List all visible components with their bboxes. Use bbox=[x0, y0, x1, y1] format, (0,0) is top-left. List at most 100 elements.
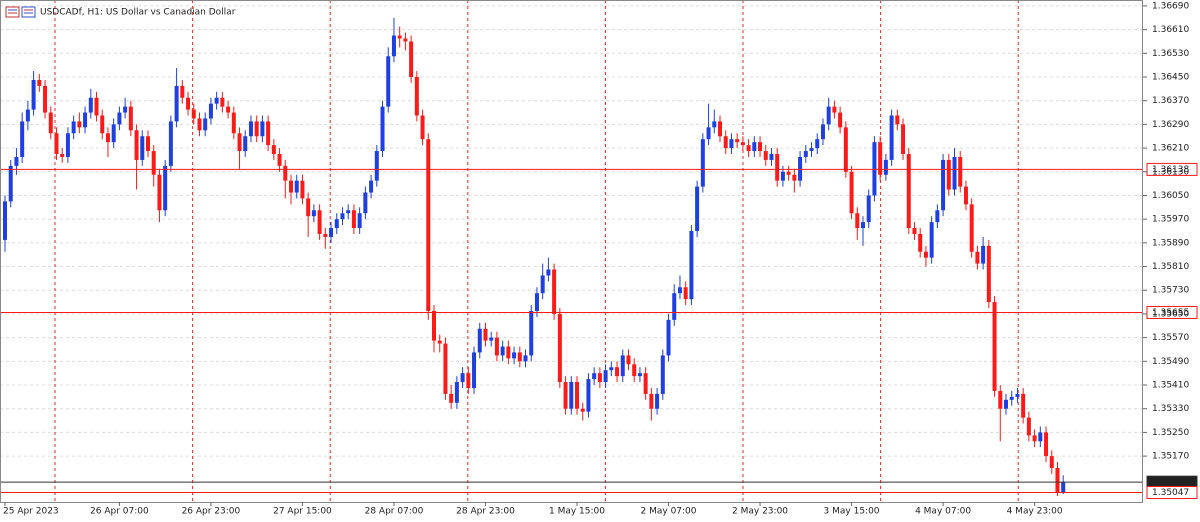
y-tick-label: 1.36130 bbox=[1152, 167, 1189, 177]
candle-body bbox=[935, 210, 940, 223]
candle-body bbox=[1061, 482, 1066, 493]
candle-body bbox=[1009, 396, 1014, 400]
candle-body bbox=[369, 180, 374, 193]
candle-body bbox=[260, 121, 265, 137]
candle-body bbox=[409, 41, 414, 78]
candle-body bbox=[306, 198, 311, 217]
x-tick-label: 2 May 23:00 bbox=[732, 507, 788, 517]
candle-body bbox=[637, 373, 642, 377]
candle-body bbox=[128, 106, 133, 131]
candle-body bbox=[54, 133, 59, 155]
candle-body bbox=[494, 337, 499, 356]
candle-body bbox=[780, 171, 785, 181]
candle-body bbox=[466, 373, 471, 388]
y-tick-label: 1.36450 bbox=[1152, 73, 1189, 83]
candle-body bbox=[586, 379, 591, 412]
candle-body bbox=[449, 393, 454, 403]
candle-body bbox=[752, 142, 757, 152]
candle-body bbox=[775, 154, 780, 181]
candle-body bbox=[517, 352, 522, 362]
candle-body bbox=[643, 373, 648, 394]
candle-body bbox=[243, 136, 248, 152]
candle-body bbox=[952, 156, 957, 190]
candle-body bbox=[443, 343, 448, 394]
candle-body bbox=[191, 109, 196, 119]
candle-body bbox=[986, 245, 991, 303]
candle-body bbox=[815, 139, 820, 149]
candle-body bbox=[649, 393, 654, 409]
x-tick-label: 3 May 15:00 bbox=[824, 507, 880, 517]
candle-body bbox=[363, 192, 368, 214]
candle-body bbox=[197, 118, 202, 131]
candle-body bbox=[723, 136, 728, 149]
candle-body bbox=[426, 139, 431, 311]
candle-body bbox=[941, 159, 946, 211]
candle-body bbox=[329, 228, 334, 237]
candle-body bbox=[655, 393, 660, 409]
candle-body bbox=[208, 103, 213, 119]
candle-body bbox=[855, 213, 860, 229]
candle-body bbox=[43, 85, 48, 113]
candle-body bbox=[323, 233, 328, 237]
candle-body bbox=[271, 145, 276, 155]
candle-body bbox=[609, 367, 614, 371]
candle-body bbox=[140, 136, 145, 160]
candle-body bbox=[134, 130, 139, 160]
price-level-box bbox=[1146, 305, 1198, 319]
candle-body bbox=[826, 106, 831, 125]
candle-body bbox=[83, 112, 88, 128]
candle-body bbox=[37, 79, 42, 86]
candle-body bbox=[552, 269, 557, 314]
candle-body bbox=[660, 355, 665, 394]
y-tick-label: 1.35650 bbox=[1152, 309, 1189, 319]
candle-body bbox=[157, 174, 162, 211]
candle-body bbox=[397, 35, 402, 39]
candle-body bbox=[769, 154, 774, 160]
candle-body bbox=[1049, 456, 1054, 468]
candle-body bbox=[820, 124, 825, 140]
candle-body bbox=[294, 180, 299, 193]
candle-body bbox=[758, 142, 763, 152]
y-tick-label: 1.36610 bbox=[1152, 25, 1189, 35]
candle-body bbox=[929, 222, 934, 258]
candle-body bbox=[529, 310, 534, 356]
candle-body bbox=[65, 133, 70, 157]
y-tick-label: 1.35250 bbox=[1152, 428, 1189, 438]
candle-body bbox=[706, 127, 711, 140]
candle-body bbox=[963, 186, 968, 205]
plot-border bbox=[0, 0, 1143, 503]
candle-body bbox=[575, 382, 579, 409]
candle-body bbox=[186, 97, 191, 110]
candle-body bbox=[569, 382, 574, 409]
x-tick-label: 2 May 07:00 bbox=[641, 507, 697, 517]
candle-body bbox=[105, 133, 110, 143]
candle-body bbox=[534, 293, 539, 311]
candle-body bbox=[672, 293, 677, 320]
candle-body bbox=[1026, 417, 1031, 436]
candle-body bbox=[25, 109, 30, 122]
y-tick-label: 1.36290 bbox=[1152, 120, 1189, 130]
candle-body bbox=[1044, 432, 1049, 457]
candle-body bbox=[666, 319, 671, 356]
candle-body bbox=[311, 210, 316, 217]
candle-body bbox=[1055, 467, 1060, 493]
y-tick-label: 1.35810 bbox=[1152, 262, 1189, 272]
candle-body bbox=[357, 213, 362, 229]
candle-body bbox=[615, 367, 620, 377]
candle-body bbox=[792, 174, 797, 181]
candles bbox=[3, 17, 1066, 497]
y-tick-label: 1.35890 bbox=[1152, 238, 1189, 248]
title-icon bbox=[5, 6, 36, 18]
candle-body bbox=[277, 154, 282, 166]
candle-body bbox=[254, 121, 259, 137]
candle-body bbox=[998, 390, 1003, 409]
candle-body bbox=[386, 56, 391, 107]
candle-body bbox=[71, 121, 76, 134]
candle-body bbox=[746, 145, 751, 152]
candle-body bbox=[523, 355, 528, 362]
candle-body bbox=[174, 85, 179, 122]
candle-body bbox=[872, 142, 877, 196]
candle-body bbox=[1004, 399, 1008, 409]
